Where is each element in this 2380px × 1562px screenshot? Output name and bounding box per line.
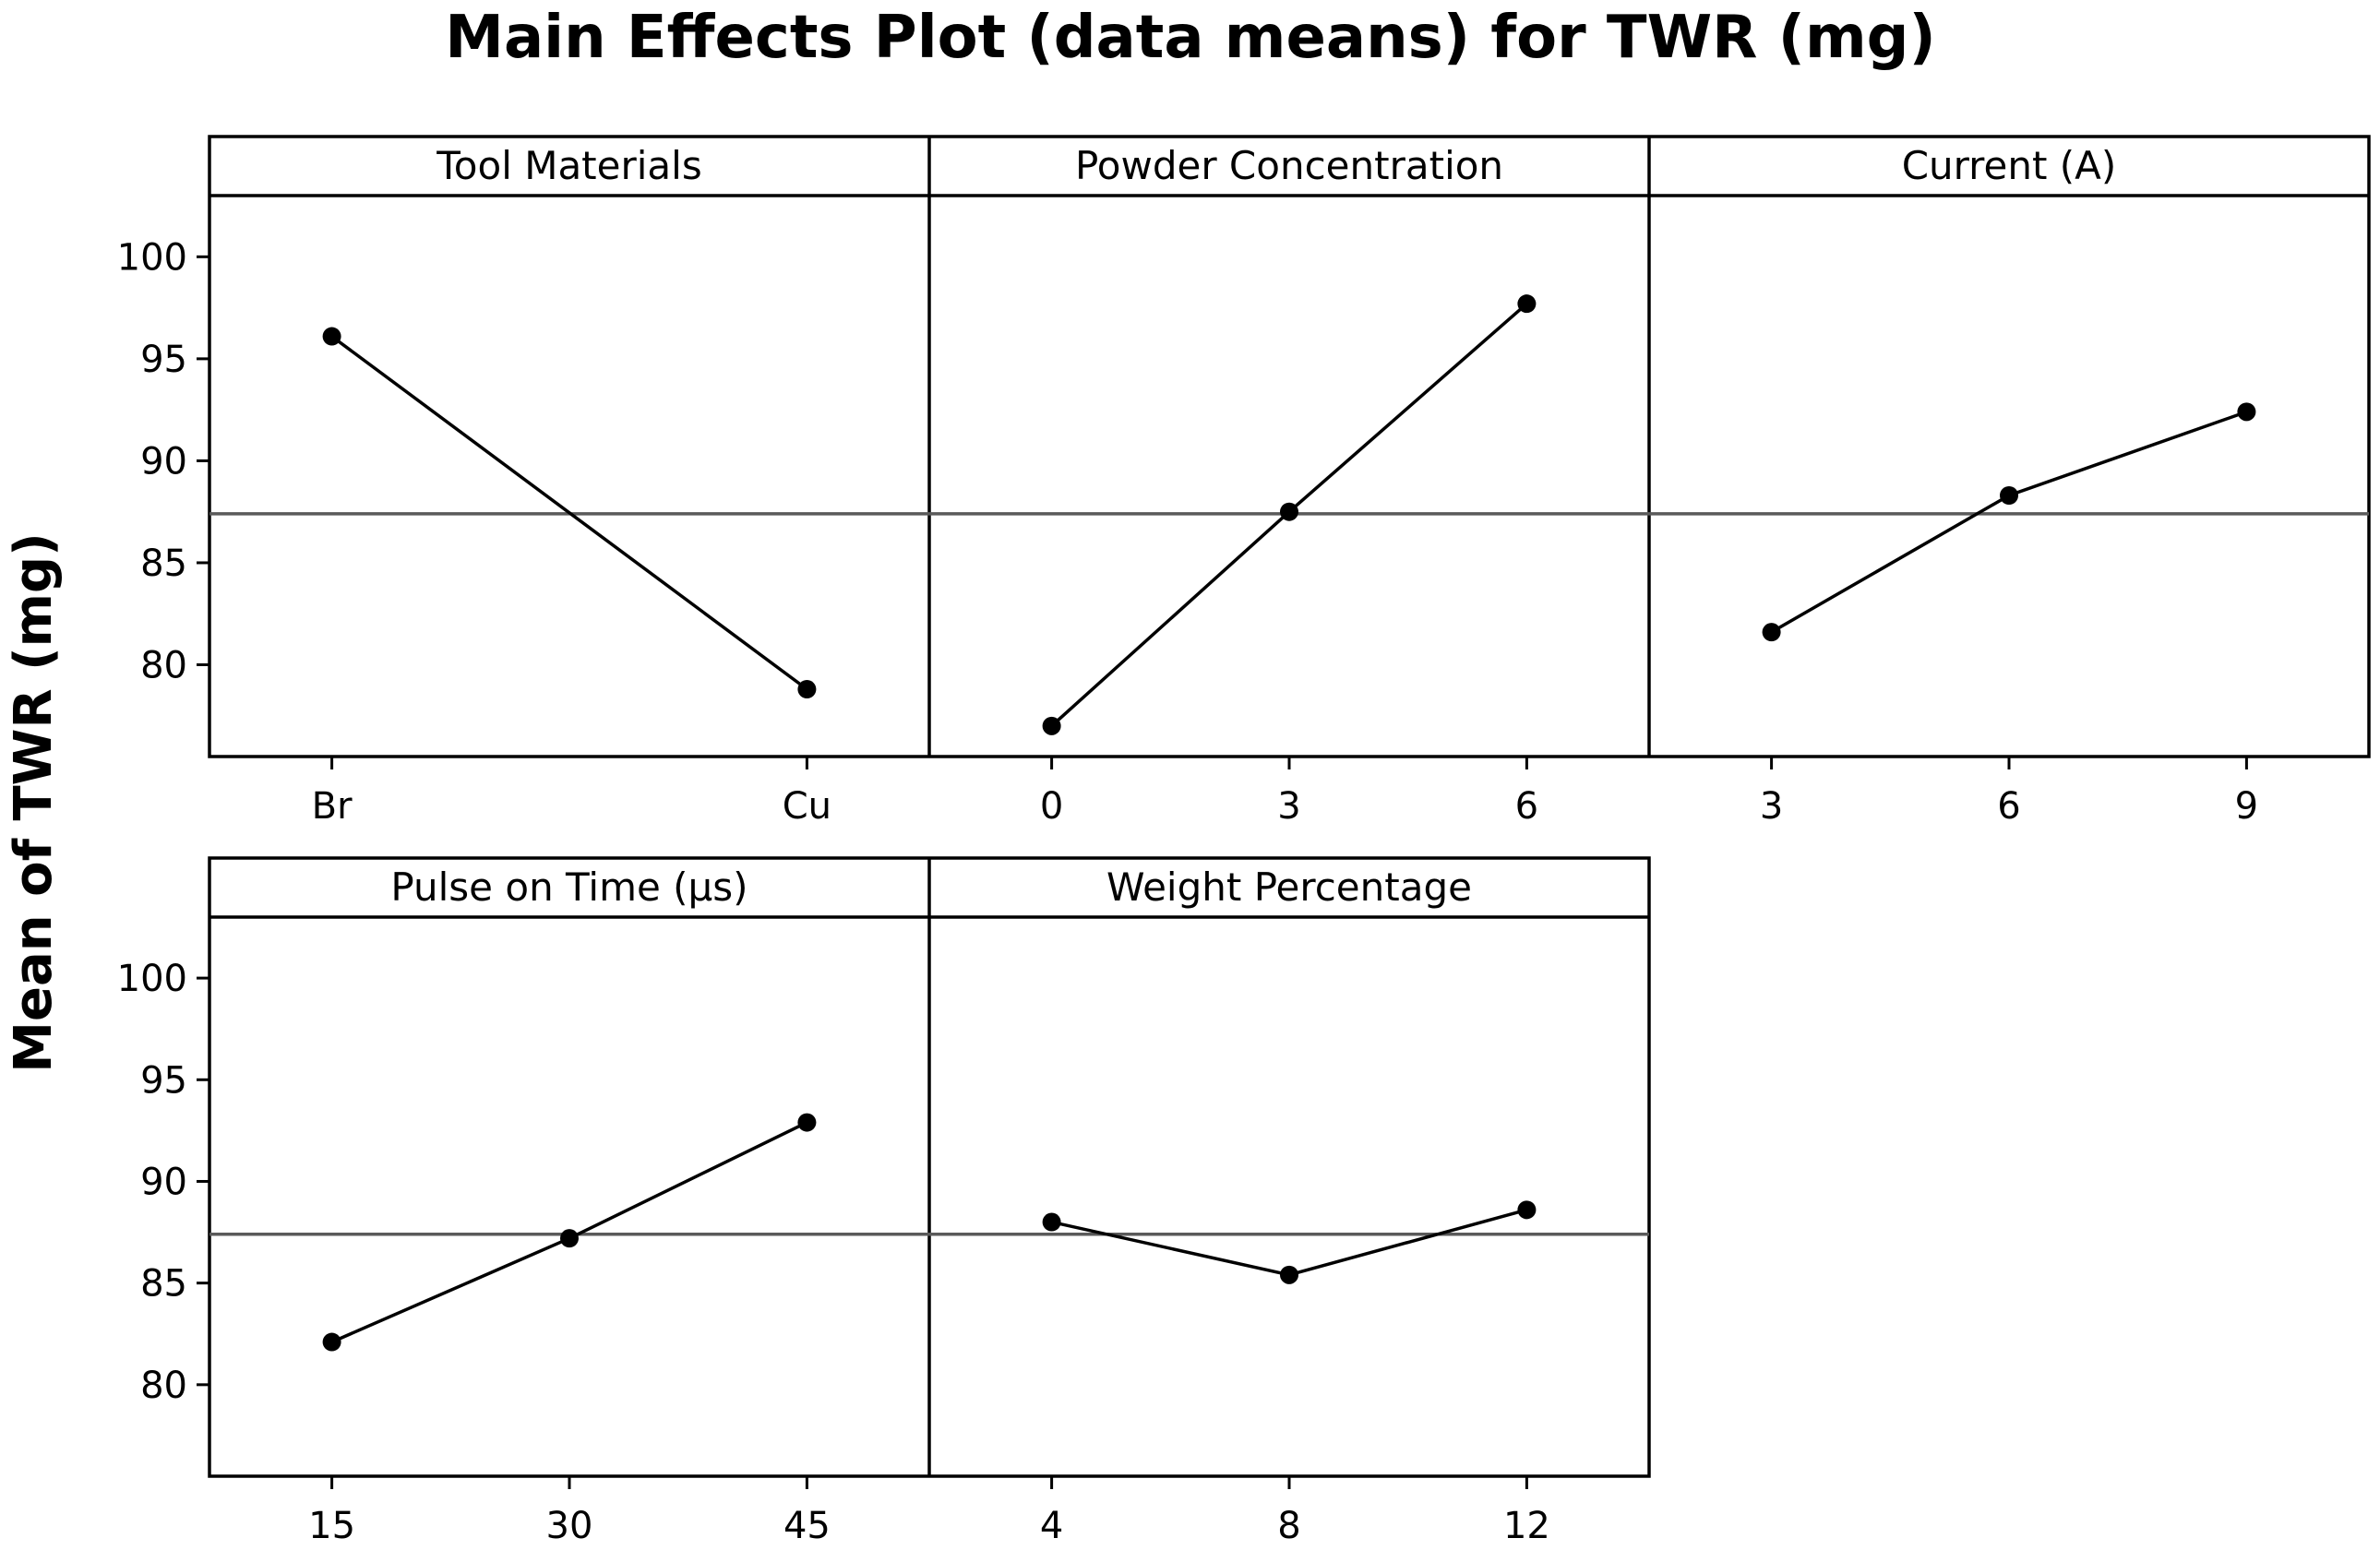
panel-title: Pulse on Time (μs): [390, 864, 747, 910]
x-tick-label: 30: [546, 1505, 593, 1547]
data-point: [797, 680, 817, 699]
panel-title: Current (A): [1902, 143, 2117, 188]
x-tick-label: 4: [1040, 1505, 1063, 1547]
panel: Pulse on Time (μs) 15 30 45: [308, 864, 831, 1547]
data-point: [1042, 716, 1061, 735]
data-point: [1517, 1200, 1537, 1220]
panel: Current (A) 3 6 9: [1760, 143, 2258, 828]
x-tick-label: 3: [1277, 785, 1300, 828]
x-tick-label: 3: [1760, 785, 1783, 828]
y-tick-label: 90: [140, 440, 187, 483]
panel: Weight Percentage 4 8 12: [1040, 864, 1550, 1547]
plot-row: 80 85 90 95 100: [117, 856, 1651, 1478]
data-point: [1280, 502, 1298, 521]
y-tick-label: 90: [140, 1161, 187, 1203]
x-tick-label: 6: [1515, 785, 1538, 828]
data-point: [2237, 402, 2256, 422]
data-point: [1280, 1265, 1298, 1284]
x-tick-label: 15: [308, 1505, 355, 1547]
y-tick-label: 80: [140, 645, 187, 687]
plot-panels: Tool Materials Br Cu Powder Concentration 0 3…: [308, 143, 2258, 1547]
data-point: [1042, 1212, 1061, 1232]
x-tick-label: 12: [1503, 1505, 1550, 1547]
panel-title: Weight Percentage: [1106, 864, 1472, 910]
panel: Tool Materials Br Cu: [312, 143, 831, 828]
row-frame: [208, 135, 2371, 758]
data-point: [1517, 294, 1537, 314]
x-tick-label: Cu: [783, 785, 831, 828]
y-axis-label: Mean of TWR (mg): [4, 532, 64, 1072]
plot-row: 80 85 90 95 100: [117, 135, 2371, 758]
y-tick-label: 85: [140, 543, 187, 585]
data-point: [797, 1113, 817, 1132]
y-tick-label: 95: [140, 1059, 187, 1102]
y-tick-label: 100: [117, 236, 187, 279]
y-tick-label: 100: [117, 958, 187, 1000]
series-line: [1051, 1208, 1527, 1277]
chart-title: Main Effects Plot (data means) for TWR (…: [445, 4, 1935, 72]
x-tick-label: Br: [312, 785, 353, 828]
data-point: [322, 327, 341, 346]
x-tick-label: 8: [1277, 1505, 1300, 1547]
x-tick-label: 0: [1040, 785, 1063, 828]
data-point: [1762, 623, 1781, 642]
x-tick-label: 45: [783, 1505, 831, 1547]
series-line: [1770, 410, 2247, 634]
panel-title: Powder Concentration: [1075, 143, 1503, 188]
series-line: [330, 335, 808, 691]
x-tick-label: 9: [2235, 785, 2258, 828]
data-point: [560, 1229, 579, 1248]
y-tick-label: 85: [140, 1263, 187, 1306]
y-tick-label: 95: [140, 339, 187, 381]
y-tick-label: 80: [140, 1365, 187, 1407]
x-tick-label: 6: [1997, 785, 2020, 828]
data-point: [322, 1332, 341, 1352]
panel: Powder Concentration 0 3 6: [1040, 143, 1538, 828]
data-point: [2000, 486, 2018, 506]
panel-title: Tool Materials: [436, 143, 701, 188]
